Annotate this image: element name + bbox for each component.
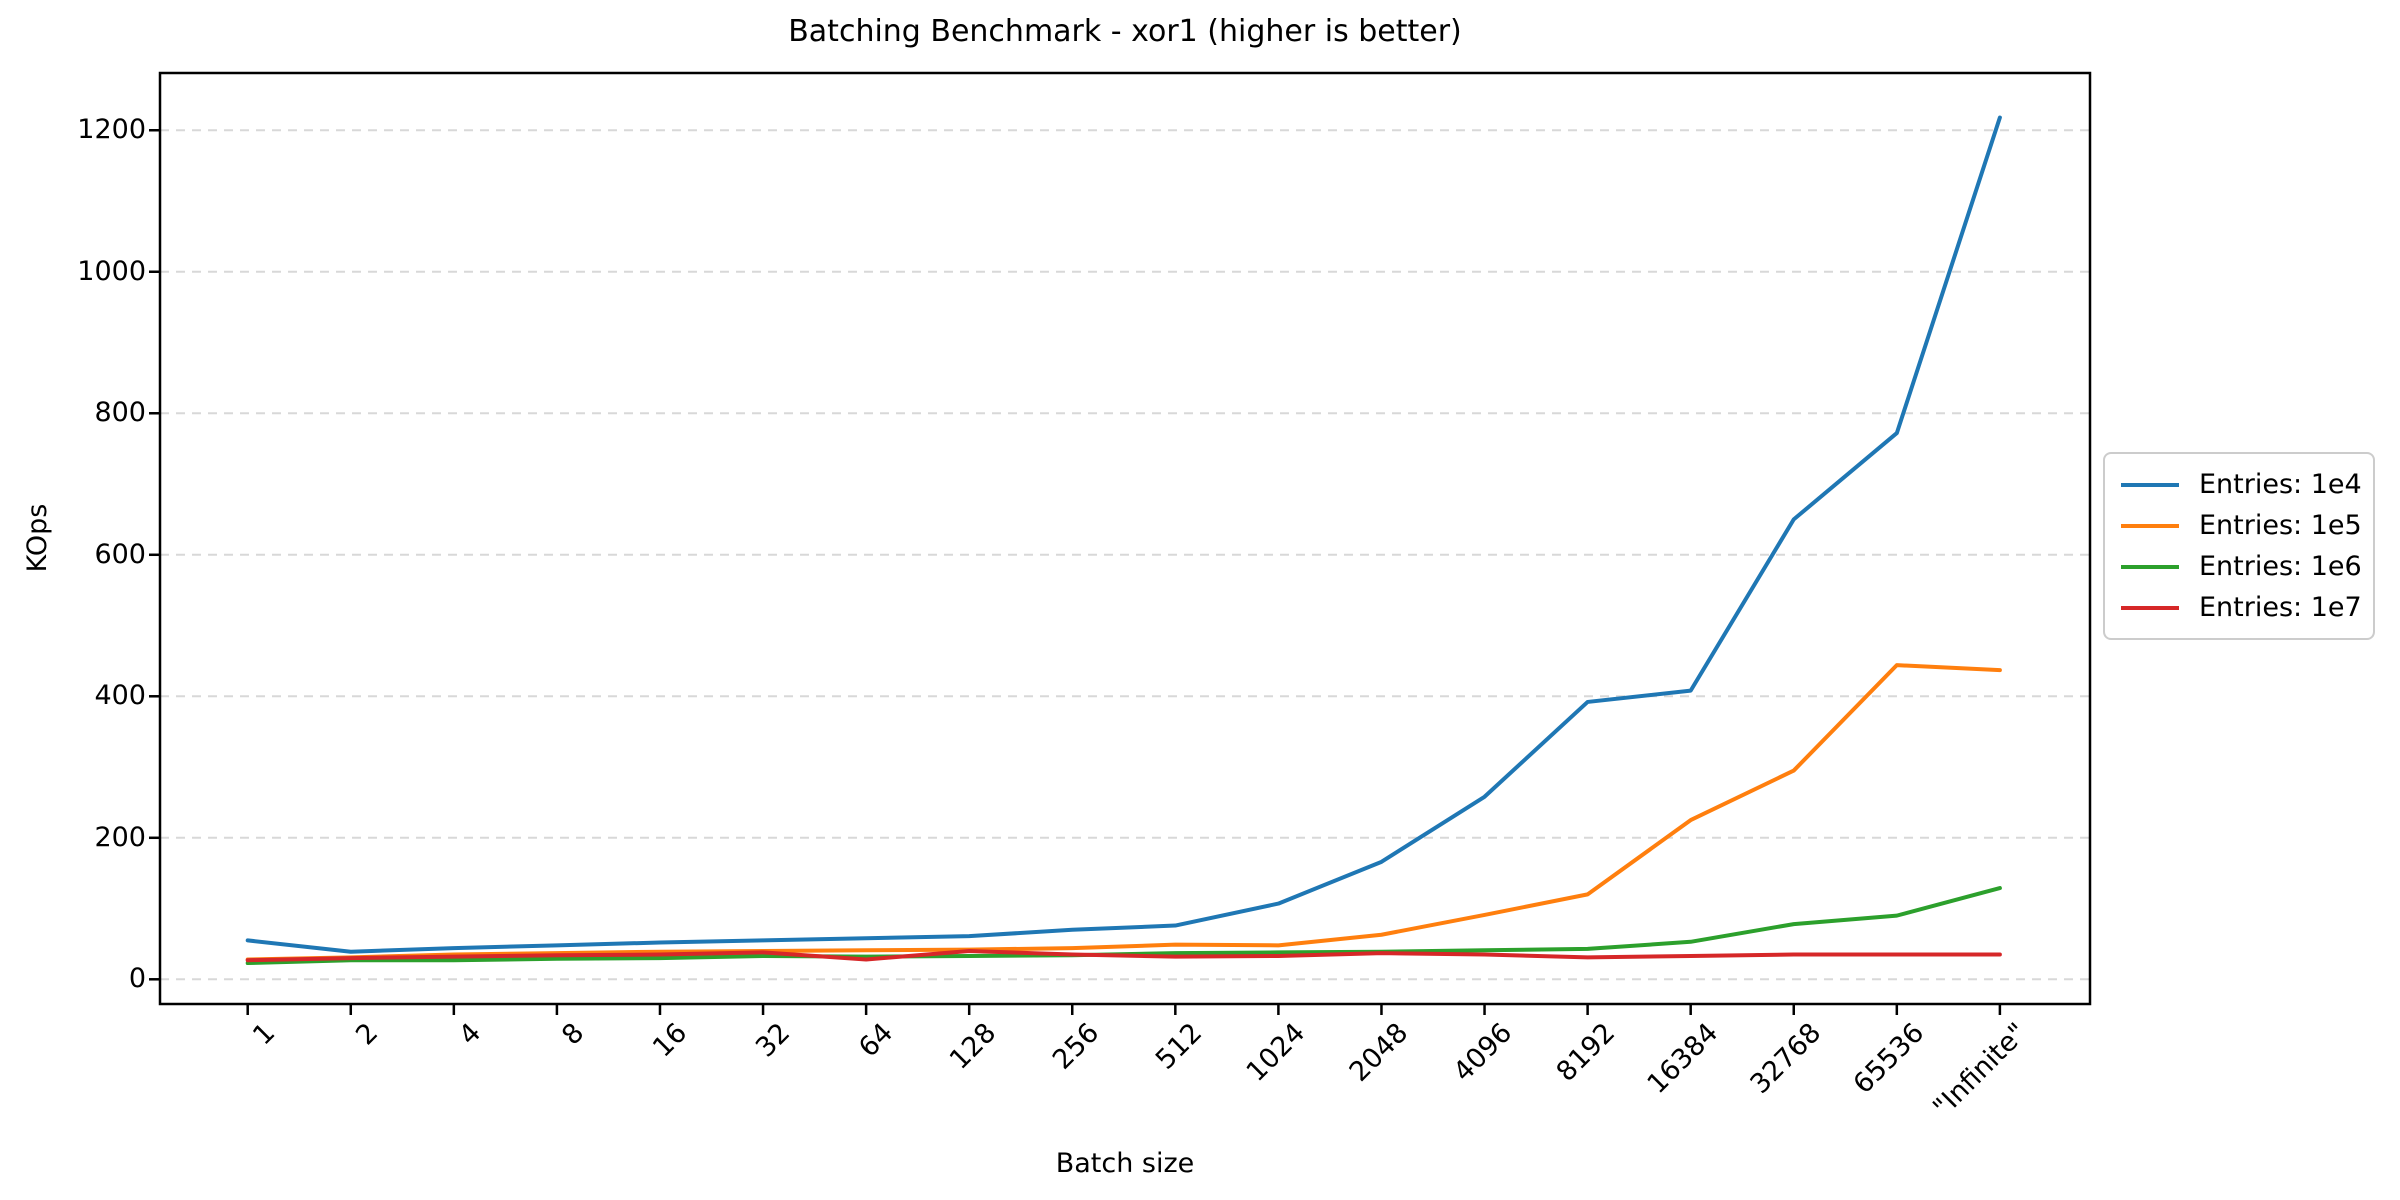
y-tick-label: 800: [94, 397, 146, 429]
series-line-entries-1e7: [245, 948, 2002, 963]
legend-swatch: [2121, 482, 2179, 487]
tick-marks-group: [149, 129, 2002, 1015]
series-line-entries-1e5: [245, 663, 2002, 962]
chart-title: Batching Benchmark - xor1 (higher is bet…: [788, 14, 1462, 49]
legend-swatch: [2121, 605, 2179, 610]
y-tick-label: 1200: [77, 114, 146, 146]
legend-swatch: [2121, 564, 2179, 569]
gridlines-group: [160, 129, 2090, 981]
legend-label: Entries: 1e4: [2199, 469, 2362, 500]
legend-item: Entries: 1e6: [2121, 546, 2367, 587]
legend: Entries: 1e4 Entries: 1e5 Entries: 1e6 Entr…: [2103, 452, 2375, 640]
y-tick-label: 1000: [77, 255, 146, 287]
legend-label: Entries: 1e7: [2199, 592, 2362, 623]
y-tick-label: 0: [128, 963, 146, 995]
series-group: [245, 115, 2002, 966]
legend-item: Entries: 1e7: [2121, 587, 2367, 628]
series-line-entries-1e4: [245, 115, 2002, 954]
legend-label: Entries: 1e6: [2199, 551, 2362, 582]
legend-item: Entries: 1e4: [2121, 464, 2367, 505]
y-tick-label: 200: [94, 821, 146, 853]
legend-label: Entries: 1e5: [2199, 510, 2362, 541]
plot-border: [158, 71, 2092, 1006]
y-tick-label: 600: [94, 538, 146, 570]
x-axis-label: Batch size: [1055, 1148, 1195, 1179]
legend-item: Entries: 1e5: [2121, 505, 2367, 546]
legend-swatch: [2121, 523, 2179, 528]
y-tick-label: 400: [94, 680, 146, 712]
